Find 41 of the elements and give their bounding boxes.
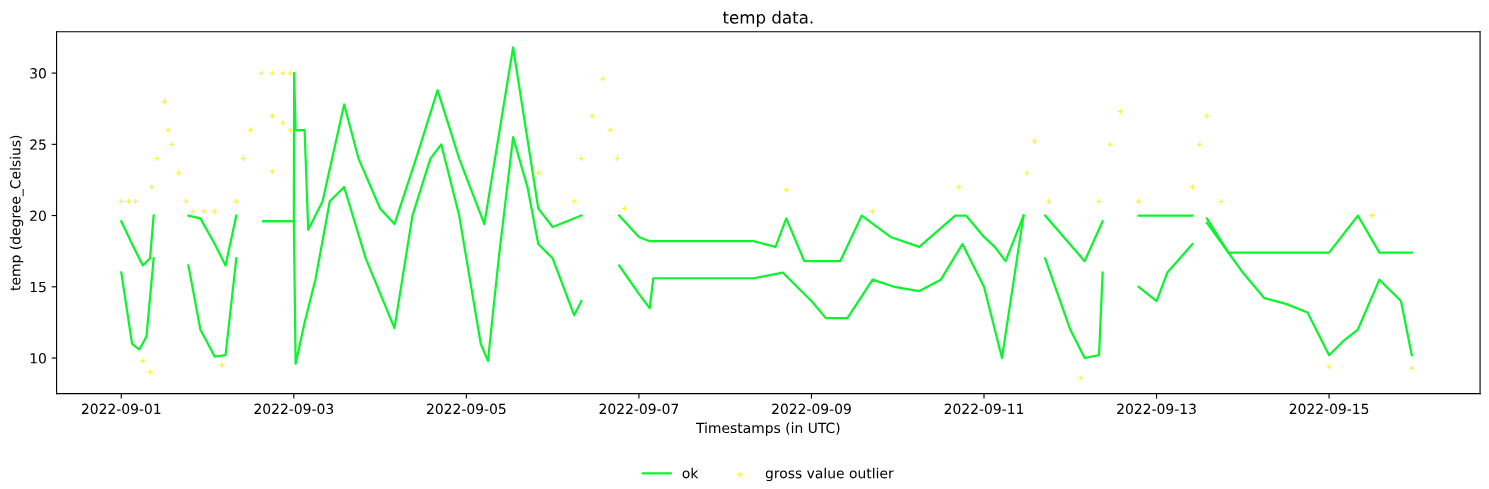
legend-label: gross value outlier xyxy=(765,467,894,482)
point xyxy=(606,126,614,134)
point xyxy=(146,369,154,376)
x-tick-label: 2022-09-01 xyxy=(81,403,161,415)
point xyxy=(279,119,287,127)
x-tick-label: 2022-09-07 xyxy=(599,403,679,415)
point xyxy=(1189,183,1196,191)
x-tick-label: 2022-09-11 xyxy=(944,403,1024,415)
point xyxy=(287,126,294,134)
point xyxy=(783,186,790,194)
x-tick-label: 2022-09-15 xyxy=(1289,403,1369,415)
chart-title: temp data. xyxy=(722,10,813,27)
x-tick-label: 2022-09-09 xyxy=(772,403,851,415)
point xyxy=(139,357,147,365)
point xyxy=(1095,198,1103,205)
point xyxy=(269,69,276,77)
y-tick-label: 10 xyxy=(30,353,46,364)
point xyxy=(1077,374,1085,382)
point xyxy=(247,126,254,134)
point xyxy=(200,208,208,215)
point xyxy=(1408,364,1415,372)
point xyxy=(287,69,294,77)
x-axis-title: Timestamps (in UTC) xyxy=(695,422,840,436)
y-tick-label: 25 xyxy=(30,139,46,150)
point xyxy=(148,183,156,191)
point xyxy=(599,75,607,83)
legend-label: ok xyxy=(682,467,699,479)
y-tick-label: 15 xyxy=(30,281,46,293)
point xyxy=(1325,363,1333,370)
point xyxy=(258,69,265,77)
point xyxy=(182,198,190,205)
x-tick-label: 2022-09-03 xyxy=(254,403,334,415)
point xyxy=(218,361,226,369)
x-tick-label: 2022-09-05 xyxy=(427,403,506,415)
y-tick-label: 20 xyxy=(30,210,46,222)
x-tick-label: 2022-09-13 xyxy=(1117,403,1196,415)
y-tick-label: 30 xyxy=(30,68,46,79)
point xyxy=(279,69,287,77)
y-axis-title: temp (degree_Celsius) xyxy=(9,135,24,291)
point xyxy=(955,183,963,191)
point xyxy=(164,126,172,134)
